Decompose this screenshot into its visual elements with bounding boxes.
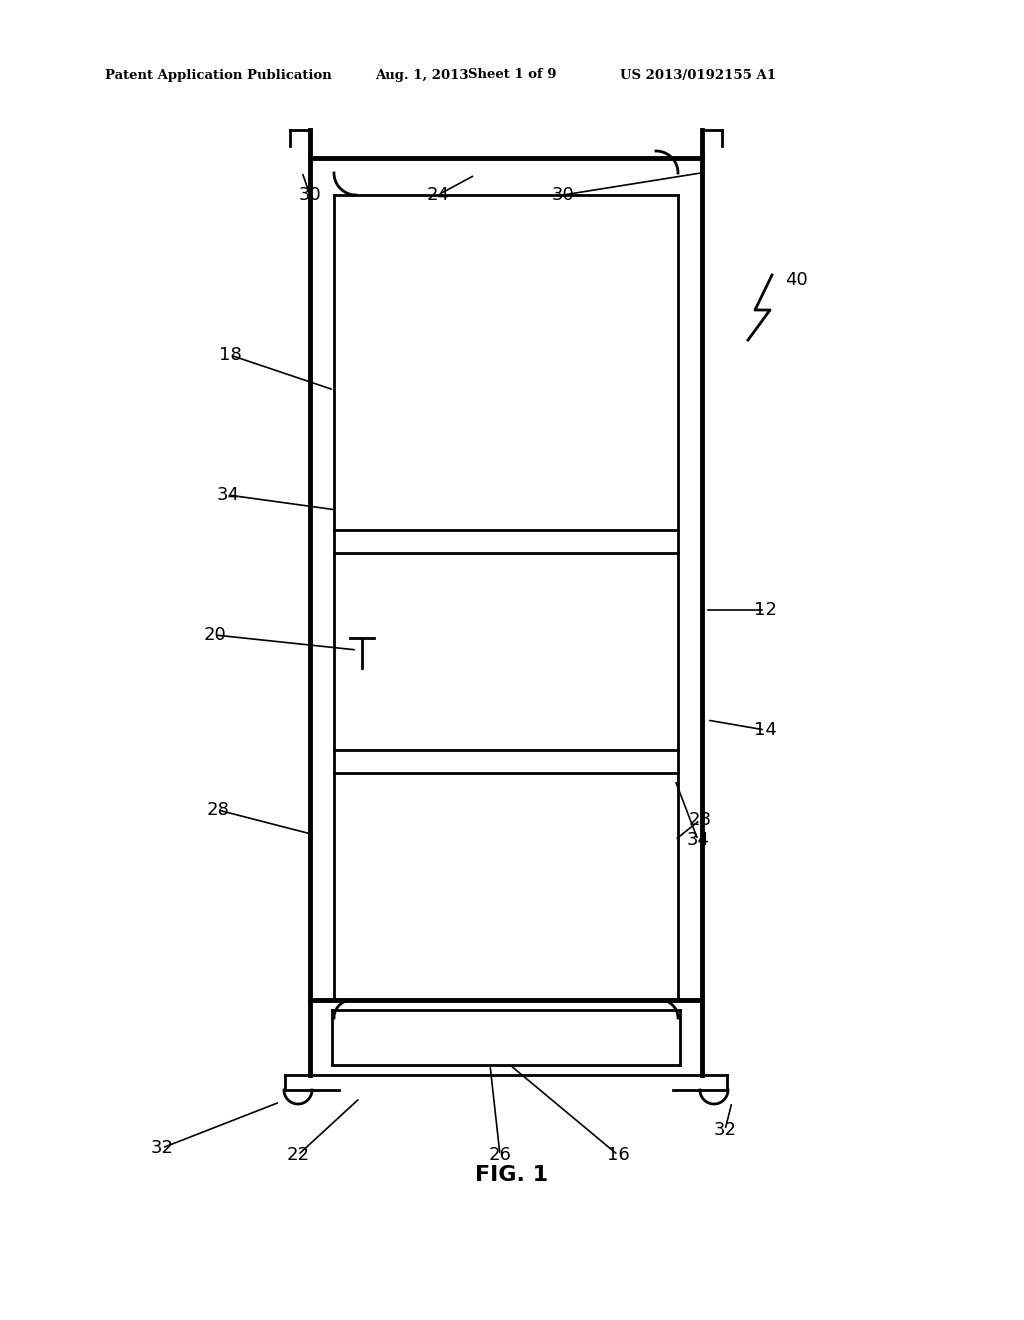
Text: 32: 32 xyxy=(151,1139,173,1158)
Text: 28: 28 xyxy=(688,810,712,829)
Text: 16: 16 xyxy=(606,1146,630,1164)
Text: Patent Application Publication: Patent Application Publication xyxy=(105,69,332,82)
Text: 30: 30 xyxy=(552,186,574,205)
Text: 12: 12 xyxy=(754,601,776,619)
Text: 22: 22 xyxy=(287,1146,309,1164)
Text: 32: 32 xyxy=(714,1121,736,1139)
Text: 18: 18 xyxy=(219,346,242,364)
Text: 34: 34 xyxy=(686,832,710,849)
Text: Aug. 1, 2013: Aug. 1, 2013 xyxy=(375,69,469,82)
Text: 24: 24 xyxy=(427,186,450,205)
Text: 28: 28 xyxy=(207,801,229,818)
Text: 14: 14 xyxy=(754,721,776,739)
Text: 20: 20 xyxy=(204,626,226,644)
Text: 40: 40 xyxy=(785,271,808,289)
Text: Sheet 1 of 9: Sheet 1 of 9 xyxy=(468,69,556,82)
Text: US 2013/0192155 A1: US 2013/0192155 A1 xyxy=(620,69,776,82)
Text: FIG. 1: FIG. 1 xyxy=(475,1166,549,1185)
Text: 30: 30 xyxy=(299,186,322,205)
Text: 34: 34 xyxy=(216,486,240,504)
Text: 26: 26 xyxy=(488,1146,511,1164)
